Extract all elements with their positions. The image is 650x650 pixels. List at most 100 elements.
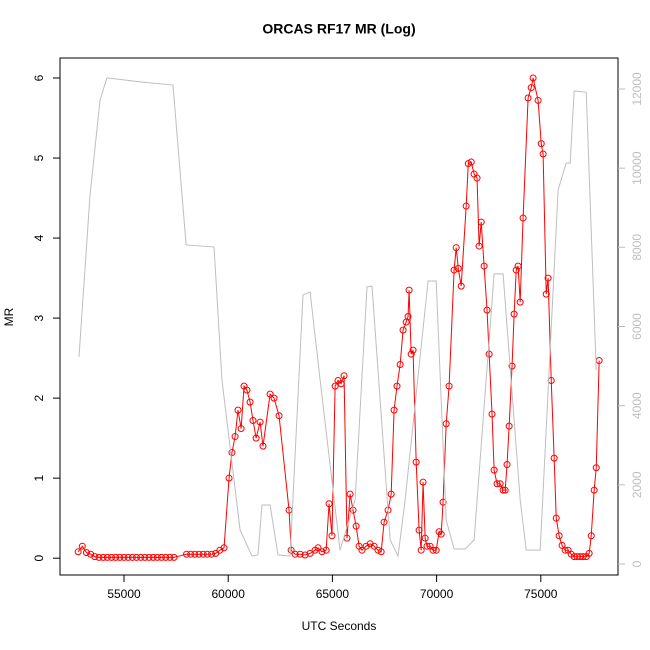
data-point — [82, 549, 90, 557]
data-point — [454, 264, 462, 272]
data-point — [527, 84, 535, 92]
data-point — [488, 410, 496, 418]
series-line — [77, 77, 600, 558]
data-point — [234, 406, 242, 414]
data-point — [421, 534, 429, 542]
data-point — [437, 530, 445, 538]
y2-tick-label: 4000 — [630, 392, 644, 419]
data-point — [220, 544, 228, 552]
data-point — [417, 546, 425, 554]
data-point — [432, 546, 440, 554]
data-point — [287, 546, 295, 554]
data-point — [331, 382, 339, 390]
data-point — [409, 346, 417, 354]
data-point — [243, 386, 251, 394]
data-point — [558, 541, 566, 549]
data-point — [450, 266, 458, 274]
data-point — [291, 550, 299, 558]
data-point — [585, 549, 593, 557]
x-tick-label: 55000 — [107, 587, 141, 601]
x-tick-label: 65000 — [316, 587, 350, 601]
y-tick-label: 0 — [32, 555, 46, 562]
data-point — [296, 550, 304, 558]
data-point — [519, 214, 527, 222]
data-point — [270, 394, 278, 402]
data-point — [485, 350, 493, 358]
x-tick-label: 75000 — [524, 587, 558, 601]
data-point — [404, 313, 412, 320]
data-point — [380, 518, 388, 526]
data-point — [503, 461, 511, 469]
data-point — [390, 406, 398, 414]
data-point — [314, 544, 322, 552]
data-point — [475, 242, 483, 250]
data-point — [499, 486, 507, 494]
data-point — [501, 486, 509, 494]
data-point — [514, 262, 522, 270]
data-point — [191, 550, 199, 558]
data-point — [508, 362, 516, 370]
y-axis-label: MR — [2, 307, 16, 326]
data-point — [516, 298, 524, 306]
data-point — [337, 380, 345, 388]
data-point — [128, 553, 136, 561]
y-tick-label: 4 — [32, 234, 46, 241]
data-point — [552, 514, 560, 522]
data-point — [415, 526, 423, 534]
data-point — [405, 286, 413, 294]
data-point — [225, 474, 233, 482]
x-tick-label: 60000 — [212, 587, 246, 601]
data-point — [346, 490, 354, 498]
data-point — [490, 466, 498, 474]
data-point — [325, 500, 333, 508]
data-point — [208, 550, 216, 558]
data-point — [592, 464, 600, 472]
data-point — [452, 244, 460, 252]
data-point — [145, 553, 153, 561]
data-point — [473, 174, 481, 182]
data-point — [429, 546, 437, 554]
data-point — [439, 498, 447, 506]
data-point — [266, 390, 274, 398]
data-point — [442, 420, 450, 428]
data-point — [183, 550, 191, 558]
y-tick-label: 5 — [32, 154, 46, 161]
data-point — [493, 480, 501, 488]
data-point — [534, 96, 542, 104]
data-point — [544, 274, 552, 282]
chart-title: ORCAS RF17 MR (Log) — [262, 21, 415, 37]
data-point — [496, 480, 504, 488]
y-tick-label: 6 — [32, 74, 46, 81]
y-tick-label: 1 — [32, 475, 46, 482]
data-point — [228, 449, 236, 457]
y2-tick-label: 0 — [630, 560, 644, 567]
data-point — [141, 553, 149, 561]
data-point — [590, 486, 598, 494]
data-point — [103, 553, 111, 561]
data-point — [149, 553, 157, 561]
data-point — [524, 94, 532, 102]
data-point — [318, 548, 326, 556]
y2-tick-label: 10000 — [630, 151, 644, 185]
data-point — [539, 150, 547, 158]
data-point — [399, 326, 407, 334]
data-point — [328, 532, 336, 540]
data-point — [480, 262, 488, 270]
data-point — [462, 202, 470, 210]
data-point — [275, 412, 283, 420]
data-point — [246, 398, 254, 406]
data-point — [393, 382, 401, 390]
data-point — [340, 372, 348, 380]
data-point — [306, 549, 314, 557]
data-point — [423, 542, 431, 550]
data-point — [166, 553, 174, 561]
data-point — [107, 553, 115, 561]
data-point — [457, 282, 465, 290]
y2-tick-label: 8000 — [630, 234, 644, 261]
data-point — [158, 553, 166, 561]
data-point — [370, 542, 378, 550]
y-tick-label: 3 — [32, 314, 46, 321]
data-point — [537, 140, 545, 148]
data-point — [195, 550, 203, 558]
data-point — [99, 553, 107, 561]
